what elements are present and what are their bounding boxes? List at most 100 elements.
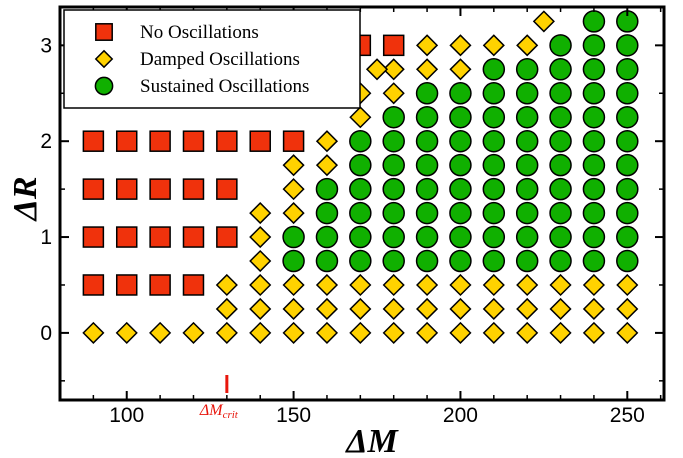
circle-marker — [482, 82, 506, 105]
diamond-marker — [249, 202, 272, 225]
square-marker — [216, 178, 238, 200]
circle-marker — [549, 105, 572, 129]
legend-diamond-icon — [94, 49, 114, 69]
diamond-marker — [349, 297, 372, 320]
x-tick-label: 250 — [610, 404, 645, 427]
diamond-marker — [282, 297, 305, 320]
legend-entry-label: Sustained Oscillations — [140, 76, 309, 97]
diamond-marker — [282, 202, 305, 225]
diamond-marker — [516, 34, 539, 57]
x-tick-label: 150 — [276, 404, 311, 427]
circle-marker — [415, 201, 439, 225]
legend-box — [63, 9, 361, 109]
square-marker — [82, 226, 105, 248]
circle-marker — [616, 225, 639, 249]
diamond-marker — [449, 321, 472, 344]
square-marker — [382, 34, 405, 57]
diamond-marker — [616, 321, 639, 344]
diamond-marker — [416, 297, 439, 320]
circle-marker — [582, 82, 606, 105]
square-marker — [149, 130, 171, 152]
circle-marker — [582, 225, 606, 249]
circle-marker — [382, 225, 405, 249]
circle-marker — [482, 129, 506, 153]
diamond-marker — [249, 249, 272, 273]
diamond-marker — [182, 321, 205, 344]
diamond-marker — [532, 10, 555, 33]
circle-marker — [315, 201, 339, 225]
diamond-marker — [249, 297, 272, 320]
critical-marker: ΔMcrit — [199, 375, 239, 421]
diamond-marker — [582, 321, 605, 344]
circle-marker — [616, 34, 639, 57]
circle-marker — [415, 129, 439, 153]
circle-marker — [415, 249, 439, 273]
diamond-marker — [549, 321, 572, 344]
circle-marker — [449, 225, 472, 249]
circle-marker — [515, 153, 539, 177]
circle-marker — [582, 10, 606, 33]
circle-marker — [582, 249, 606, 273]
diamond-marker — [416, 321, 439, 344]
square-marker — [216, 130, 238, 152]
circle-marker — [549, 129, 572, 153]
diamond-marker — [315, 321, 339, 344]
diamond-marker — [449, 58, 472, 81]
circle-marker — [482, 249, 506, 273]
circle-marker — [349, 201, 372, 225]
diamond-marker — [549, 297, 572, 320]
diamond-marker — [249, 321, 272, 344]
circle-marker — [449, 153, 472, 177]
circle-marker — [549, 34, 572, 57]
circle-marker — [616, 129, 639, 153]
circle-marker — [315, 249, 339, 273]
square-marker — [249, 130, 271, 152]
diamond-marker — [482, 297, 505, 320]
diamond-marker — [449, 297, 472, 320]
diamond-marker — [516, 297, 539, 320]
circle-marker — [482, 177, 506, 201]
diamond-marker — [315, 297, 339, 320]
circle-marker — [549, 58, 572, 81]
circle-marker — [315, 225, 339, 249]
diamond-marker — [382, 58, 405, 81]
diamond-marker — [149, 321, 172, 344]
circle-marker — [515, 201, 539, 225]
data-markers — [82, 10, 639, 344]
circle-marker — [282, 249, 305, 273]
circle-marker — [349, 177, 372, 201]
circle-marker — [449, 105, 472, 129]
diamond-marker — [382, 297, 405, 320]
x-axis-title: ΔM — [344, 423, 399, 458]
circle-marker — [616, 177, 639, 201]
circle-marker — [582, 105, 606, 129]
circle-marker — [315, 177, 339, 201]
circle-marker — [349, 153, 372, 177]
circle-marker — [616, 249, 639, 273]
square-marker — [115, 274, 138, 296]
circle-marker — [616, 201, 639, 225]
y-axis-title: ΔR — [7, 177, 44, 223]
diamond-marker — [215, 297, 238, 320]
diamond-marker — [215, 321, 238, 344]
square-marker — [82, 130, 105, 152]
circle-marker — [449, 82, 472, 105]
circle-marker — [349, 225, 372, 249]
square-marker — [216, 226, 238, 248]
circle-marker — [382, 249, 405, 273]
circle-marker — [515, 129, 539, 153]
diamond-marker — [516, 273, 539, 297]
circle-marker — [449, 129, 472, 153]
diamond-marker — [616, 273, 639, 297]
circle-marker — [482, 201, 506, 225]
circle-marker — [515, 105, 539, 129]
diamond-marker — [549, 273, 572, 297]
circle-marker — [382, 153, 405, 177]
circle-marker — [616, 105, 639, 129]
y-tick-label: 3 — [40, 34, 52, 57]
circle-marker — [382, 129, 405, 153]
circle-marker — [549, 201, 572, 225]
diamond-marker — [449, 273, 472, 297]
circle-marker — [482, 58, 506, 81]
square-marker — [82, 274, 105, 296]
